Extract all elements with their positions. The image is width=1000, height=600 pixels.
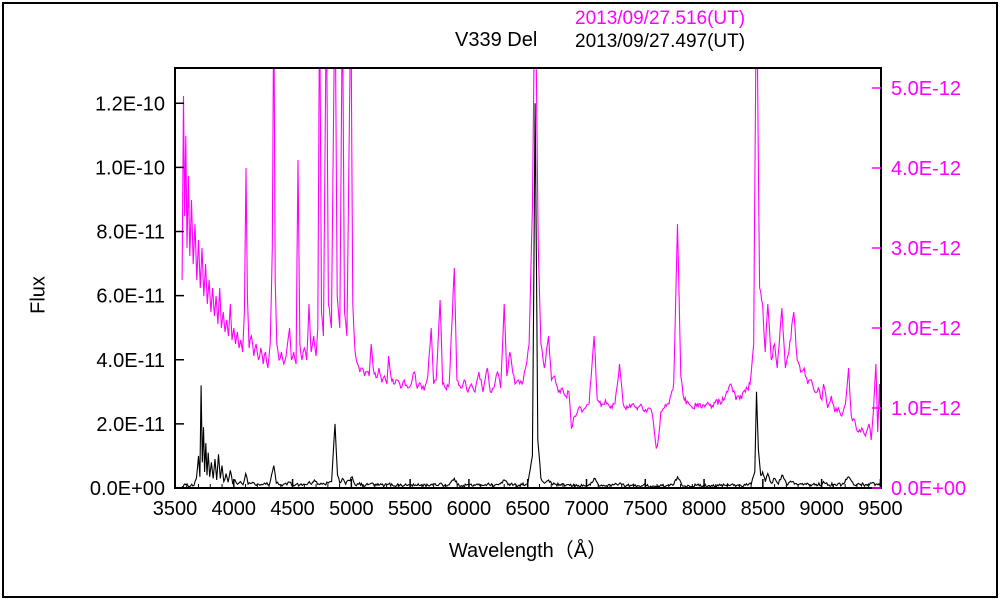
x-tick-label: 5000 bbox=[329, 498, 374, 520]
chart-title: V339 Del bbox=[455, 29, 538, 51]
y-left-tick-label: 8.0E-11 bbox=[96, 222, 165, 244]
x-tick-label: 8000 bbox=[682, 498, 727, 520]
y-right-tick-label: 0.0E+00 bbox=[891, 478, 966, 500]
y-left-tick-label: 0.0E+00 bbox=[90, 478, 165, 500]
legend-label-magenta: 2013/09/27.516(UT) bbox=[575, 8, 746, 29]
legend-label-black: 2013/09/27.497(UT) bbox=[575, 31, 746, 52]
x-tick-label: 7500 bbox=[623, 498, 668, 520]
series-spectrum-20130927-497 bbox=[181, 103, 881, 488]
x-tick-label: 3500 bbox=[153, 498, 198, 520]
x-tick-label: 6500 bbox=[505, 498, 550, 520]
y-right-tick-label: 2.0E-12 bbox=[891, 318, 961, 340]
y-right-tick-label: 1.0E-12 bbox=[891, 398, 961, 420]
y-left-tick-label: 1.0E-10 bbox=[95, 157, 165, 179]
x-tick-label: 7000 bbox=[564, 498, 609, 520]
y-left-tick-label: 6.0E-11 bbox=[96, 286, 165, 308]
x-tick-label: 4500 bbox=[270, 498, 315, 520]
plot-frame bbox=[174, 67, 882, 489]
y-left-tick-label: 1.2E-10 bbox=[95, 93, 165, 115]
x-tick-label: 6000 bbox=[447, 498, 492, 520]
x-tick-label: 8500 bbox=[741, 498, 786, 520]
y-left-tick-label: 4.0E-11 bbox=[96, 350, 165, 372]
x-tick-label: 5500 bbox=[388, 498, 433, 520]
y-left-tick-label: 2.0E-11 bbox=[96, 414, 165, 436]
x-tick-label: 9500 bbox=[858, 498, 903, 520]
x-tick-label: 4000 bbox=[212, 498, 257, 520]
y-right-tick-label: 3.0E-12 bbox=[891, 238, 961, 260]
x-axis-label: Wavelength（Å） bbox=[448, 540, 608, 562]
y-right-tick-label: 4.0E-12 bbox=[891, 158, 961, 180]
x-tick-label: 9000 bbox=[799, 498, 844, 520]
y-right-tick-label: 5.0E-12 bbox=[891, 78, 961, 100]
series-spectrum-20130927-516 bbox=[181, 68, 881, 450]
